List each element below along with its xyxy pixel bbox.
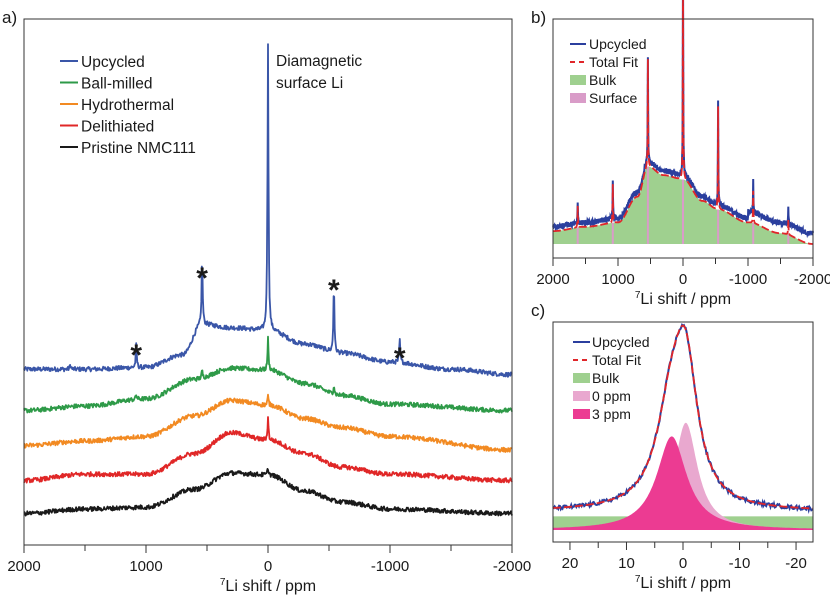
panel-c: c) 20 10 0 -10 -20 7Li shift / ppm Upcycled To… (531, 301, 814, 592)
panel-b-label: b) (531, 8, 546, 27)
panel-b-tick-label: -1000 (729, 271, 767, 288)
panel-c-axis-title-text: Li shift / ppm (640, 575, 731, 592)
panel-a-legend: Upcycled Ball-milled Hydrothermal Delithiat… (60, 54, 196, 157)
panel-b-axis-title-text: Li shift / ppm (640, 291, 731, 308)
legend-label: Total Fit (589, 54, 638, 70)
panel-c-label: c) (531, 301, 545, 320)
legend-swatch-bulk (573, 373, 590, 383)
legend-swatch-3-ppm (573, 409, 590, 419)
series-line-upcycled (552, 0, 814, 239)
panel-b-tick-label: 0 (679, 271, 687, 288)
panel-b: b) 2000 1000 0 -1000 -2000 7Li shift / ppm Up… (531, 0, 830, 308)
panel-a-tick-label: 2000 (7, 558, 40, 575)
legend-label: Upcycled (592, 334, 650, 350)
legend-label: 0 ppm (592, 388, 631, 404)
panel-a-axis-title: 7Li shift / ppm (220, 577, 316, 595)
panel-a: a) 2000 1000 0 -1000 -2000 7Li shift / ppm Up… (2, 8, 531, 595)
legend-label: Total Fit (592, 352, 641, 368)
panel-a-frame (23, 18, 513, 546)
panel-a-annotations: Diamagnetic surface Li * * * * (130, 53, 406, 375)
series-line-delithiated (23, 416, 513, 484)
panel-c-tick-label: -10 (729, 555, 751, 572)
component-3ppm-fill (553, 436, 813, 530)
legend-label: Hydrothermal (81, 97, 174, 114)
legend-label: Surface (589, 90, 637, 106)
series-line-total-fit (552, 324, 814, 510)
panel-b-x-axis: 2000 1000 0 -1000 -2000 7Li shift / ppm (536, 258, 830, 308)
legend-label: 3 ppm (592, 406, 631, 422)
sideband-asterisk: * (196, 262, 208, 295)
series-line-total-fit (553, 0, 813, 245)
legend-label: Ball-milled (81, 76, 153, 93)
panel-b-tick-label: 1000 (601, 271, 634, 288)
panel-c-frame (552, 321, 814, 543)
panel-c-axis-title-superscript: 7 (635, 574, 641, 585)
annotation-surface-li: surface Li (276, 75, 343, 92)
panel-a-x-axis: 2000 1000 0 -1000 -2000 7Li shift / ppm (7, 545, 531, 595)
legend-label: Bulk (592, 370, 620, 386)
series-line-ball-milled (23, 335, 513, 414)
panel-a-plot-area (23, 43, 513, 517)
panel-c-tick-label: -20 (785, 555, 807, 572)
series-line-pristine-nmc111 (23, 468, 513, 517)
legend-label: Delithiated (81, 119, 154, 136)
panel-a-tick-label: -1000 (371, 558, 409, 575)
panel-a-label: a) (2, 8, 17, 27)
legend-swatch-bulk (570, 75, 586, 85)
panel-b-tick-label: 2000 (536, 271, 569, 288)
panel-a-tick-label: -2000 (493, 558, 531, 575)
panel-c-legend: Upcycled Total Fit Bulk 0 ppm 3 ppm (573, 334, 650, 422)
panel-c-tick-label: 20 (562, 555, 579, 572)
panel-a-tick-label: 1000 (129, 558, 162, 575)
legend-label: Upcycled (81, 54, 145, 71)
panel-c-tick-label: 10 (618, 555, 635, 572)
panel-c-plot-area (552, 322, 814, 530)
panel-a-axis-title-superscript: 7 (220, 577, 226, 588)
panel-b-tick-label: -2000 (794, 271, 830, 288)
panel-b-axis-title: 7Li shift / ppm (635, 290, 731, 308)
series-line-upcycled (23, 43, 513, 378)
sideband-asterisk: * (328, 274, 340, 307)
legend-swatch-0-ppm (573, 391, 590, 401)
annotation-diamagnetic: Diamagnetic (276, 53, 362, 70)
panel-a-axis-title-text: Li shift / ppm (225, 578, 316, 595)
series-line-hydrothermal (23, 393, 513, 453)
legend-label: Bulk (589, 72, 617, 88)
panel-c-x-axis: 20 10 0 -10 -20 7Li shift / ppm (562, 542, 807, 592)
sideband-asterisk: * (394, 342, 406, 375)
legend-label: Pristine NMC111 (81, 140, 196, 157)
panel-b-axis-title-superscript: 7 (635, 290, 641, 301)
legend-label: Upcycled (589, 36, 647, 52)
panel-b-legend: Upcycled Total Fit Bulk Surface (570, 36, 647, 106)
panel-c-tick-label: 0 (679, 555, 687, 572)
panel-c-axis-title: 7Li shift / ppm (635, 574, 731, 592)
panel-b-frame (552, 18, 814, 259)
sideband-asterisk: * (130, 339, 142, 372)
panel-a-tick-label: 0 (264, 558, 272, 575)
panel-b-plot-area (552, 0, 814, 245)
legend-swatch-surface (570, 93, 586, 103)
